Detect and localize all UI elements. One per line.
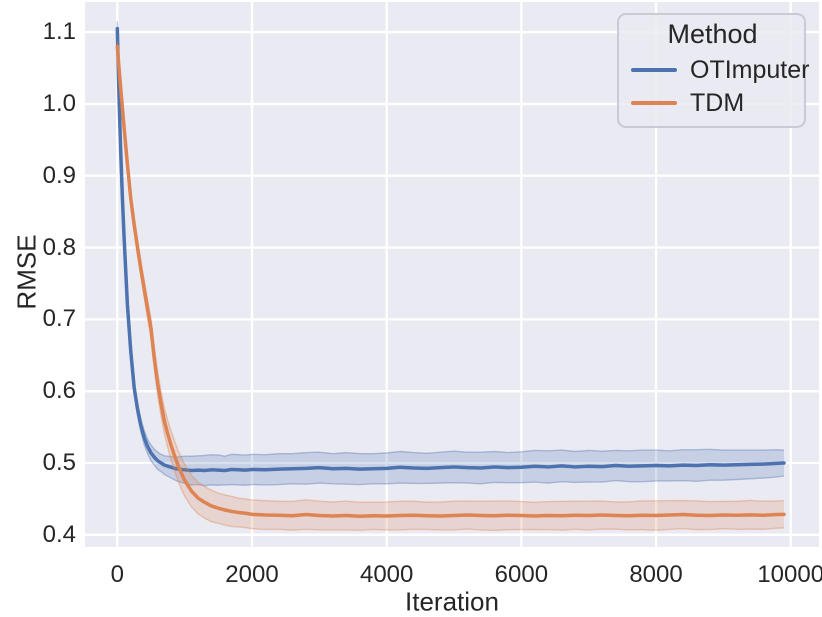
x-tick-label: 6000: [494, 561, 549, 588]
y-tick-label: 0.7: [42, 305, 76, 333]
otimputer-band-edge: [116, 35, 785, 487]
x-tick-label: 10000: [757, 561, 822, 588]
x-tick-label: 4000: [359, 561, 414, 588]
legend-item: TDM: [631, 89, 794, 117]
x-tick-label: 2000: [225, 561, 279, 588]
y-tick-label: 0.4: [42, 520, 76, 548]
y-tick-label: 0.8: [42, 233, 76, 261]
tdm-line: [115, 44, 786, 519]
y-tick-label: 1.0: [42, 89, 76, 117]
x-axis-label: Iteration: [405, 586, 499, 617]
legend-items: OTImputer TDM: [631, 56, 809, 117]
tdm-series: [115, 40, 786, 532]
y-tick-label: 0.9: [42, 161, 76, 189]
legend-swatch-line: [631, 68, 677, 72]
legend-item: OTImputer: [631, 56, 809, 84]
otimputer-band-edge: [116, 21, 785, 458]
otimputer-line: [115, 26, 786, 473]
x-tick-label: 0: [110, 561, 124, 588]
x-tick-label: 8000: [629, 561, 683, 588]
legend: Method OTImputer TDM: [617, 13, 809, 128]
y-tick-label: 1.1: [42, 18, 76, 46]
y-tick-label: 0.5: [42, 448, 76, 476]
legend-title: Method: [667, 19, 758, 49]
legend-swatch-line: [631, 101, 677, 105]
legend-item-label: OTImputer: [690, 55, 810, 84]
legend-item-label: TDM: [690, 88, 745, 117]
chart-svg: [85, 2, 819, 547]
otimputer-series: [115, 21, 786, 487]
y-tick-label: 0.6: [42, 377, 76, 405]
